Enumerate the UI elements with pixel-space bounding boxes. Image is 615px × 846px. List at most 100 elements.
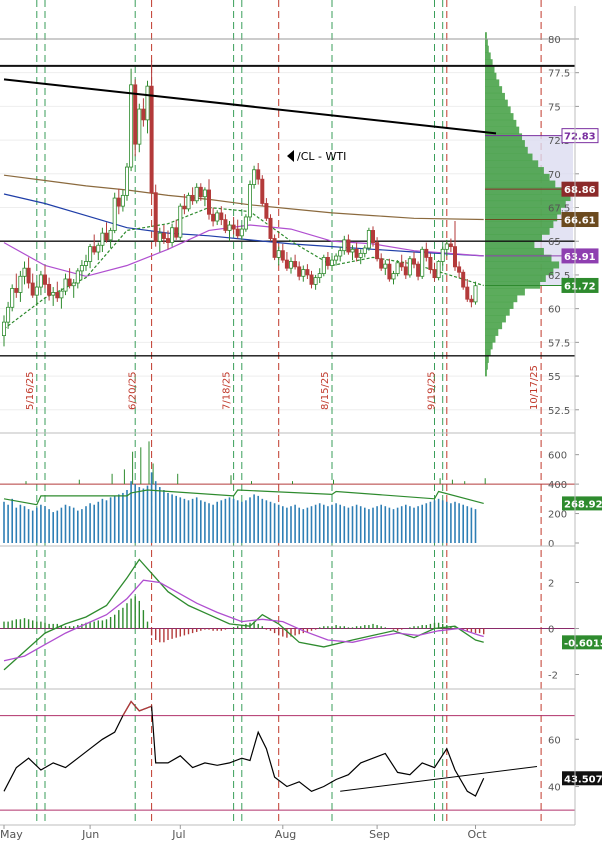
candle-body — [395, 262, 400, 274]
candle-body — [366, 230, 371, 249]
volume-ma-line — [3, 489, 484, 506]
cycle-date-label: 10/17/25 — [529, 365, 540, 410]
candle-body — [280, 250, 285, 261]
candle-body — [260, 178, 265, 204]
price-tick-label: 80 — [548, 35, 561, 46]
profile-bar — [485, 200, 566, 208]
profile-bar — [485, 207, 561, 215]
price-tag-label: 63.91 — [564, 252, 596, 263]
macd-value-label: -0.6015 — [564, 638, 607, 649]
candle-body — [43, 274, 48, 285]
rsi-value-label: 43.5074 — [564, 774, 610, 785]
profile-bar — [485, 153, 533, 161]
candle-body — [457, 266, 462, 273]
profile-bar — [485, 79, 500, 87]
volume-value-box — [562, 496, 602, 511]
candle-body — [71, 282, 76, 287]
x-tick-label: Aug — [275, 828, 296, 841]
profile-bar — [485, 133, 523, 141]
cycle-date-label: 9/19/25 — [427, 371, 438, 410]
volume-panel[interactable]: 0 200 400 600 268.92 — [0, 441, 603, 550]
price-tag-box — [561, 212, 599, 228]
price-tick-label: 57.5 — [548, 338, 570, 349]
candle-body — [432, 269, 437, 279]
candle-body — [452, 246, 457, 268]
candle-body — [145, 85, 150, 121]
profile-bar — [485, 59, 493, 67]
price-tick-label: 65 — [548, 237, 561, 248]
candle-body — [79, 265, 84, 272]
profile-bar — [485, 38, 488, 47]
candle-body — [30, 282, 35, 296]
cycle-date-label: 6/20/25 — [127, 371, 138, 410]
candle-body — [379, 258, 384, 269]
price-tick-label: 52.5 — [548, 406, 570, 417]
candle-body — [428, 257, 433, 270]
candle-body — [383, 263, 388, 269]
candle-body — [256, 169, 261, 180]
candle-body — [473, 285, 478, 303]
macd-tick-label: 0 — [548, 625, 554, 636]
candle-body — [284, 259, 289, 269]
profile-bar — [485, 288, 525, 296]
candle-body — [469, 298, 474, 303]
price-tick-label: 62.5 — [548, 271, 570, 282]
symbol-label: /CL - WTI — [297, 150, 346, 163]
profile-bar — [485, 369, 487, 377]
candle-body — [59, 290, 64, 299]
profile-bar — [485, 86, 503, 94]
candle-body — [22, 267, 27, 277]
candle-body — [247, 184, 252, 218]
candle-body — [6, 306, 11, 323]
rsi-trendline — [340, 765, 538, 792]
candle-body — [157, 232, 162, 242]
candle-body — [2, 321, 7, 337]
candle-body — [239, 228, 244, 237]
candle-body — [424, 248, 429, 258]
candle-body — [215, 212, 220, 222]
candle-body — [206, 189, 211, 215]
candle-body — [321, 257, 326, 274]
profile-bar — [485, 301, 514, 309]
candle-body — [182, 205, 187, 210]
price-tick-label: 67.5 — [548, 204, 570, 215]
profile-bar — [485, 274, 546, 282]
candle-body — [47, 283, 52, 296]
candle-body — [112, 197, 117, 231]
profile-bar — [485, 167, 544, 175]
price-tick-label: 55 — [548, 372, 561, 383]
candle-body — [227, 224, 232, 231]
profile-bar — [485, 349, 491, 357]
profile-bar — [485, 194, 571, 202]
candle-body — [309, 274, 314, 285]
x-tick-label: Sep — [369, 828, 390, 841]
price-panel[interactable]: 52.5 55 57.5 60 62.5 65 67.5 70 72.5 75 77.5 80 72.… — [0, 0, 599, 822]
profile-bar — [485, 106, 511, 114]
macd-panel[interactable]: -2 0 2 -0.6015 — [0, 558, 607, 682]
price-tag-box — [561, 128, 599, 144]
price-tags: 72.83 68.86 66.61 63.91 61.72 — [485, 128, 599, 293]
candle-body — [288, 261, 293, 269]
candle-body — [301, 269, 306, 277]
profile-bar — [485, 308, 510, 316]
x-axis: May Jun Jul Aug Sep Oct — [0, 6, 576, 841]
candle-body — [170, 227, 175, 243]
candle-body — [75, 270, 80, 284]
price-grid — [0, 38, 575, 411]
profile-bar — [485, 315, 506, 323]
candle-body — [387, 263, 392, 280]
x-tick-label: May — [0, 828, 23, 841]
candle-body — [51, 292, 56, 296]
profile-bar — [485, 214, 558, 222]
candle-body — [235, 228, 240, 237]
candle-body — [411, 258, 416, 265]
candle-body — [350, 248, 355, 253]
rsi-grid — [0, 715, 575, 811]
profile-bar — [485, 227, 550, 235]
rsi-panel[interactable]: 40 60 43.5074 — [0, 700, 610, 811]
candle-body — [129, 84, 134, 168]
x-tick-label: Jul — [171, 828, 185, 841]
volume-tick-label: 200 — [548, 510, 567, 521]
candle-body — [440, 248, 445, 262]
cycle-date-label: 7/18/25 — [222, 371, 233, 410]
